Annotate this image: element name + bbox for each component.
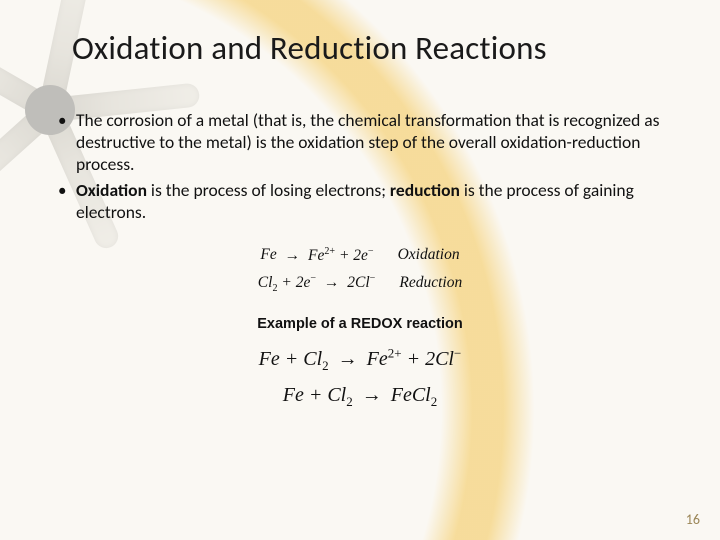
bullet-text: The corrosion of a metal (that is, the c… [76, 109, 659, 175]
arrow-icon: → [334, 348, 362, 370]
bullet-list: The corrosion of a metal (that is, the c… [48, 110, 672, 223]
arrow-icon: → [358, 384, 386, 406]
bullet-text: is the process of losing electrons; [147, 179, 390, 201]
slide-content: Oxidation and Reduction Reactions The co… [0, 0, 720, 410]
equation-block-large: Fe + Cl2 → Fe2+ + 2Cl− Fe + Cl2 → FeCl2 [48, 346, 672, 411]
equation-row: Cl2 + 2e− → 2Cl− Reduction [48, 273, 672, 294]
equation: Fe → Fe2+ + 2e− [260, 245, 373, 264]
equation: Cl2 + 2e− → 2Cl− [258, 273, 376, 294]
page-number: 16 [686, 511, 700, 528]
equation-row: Fe → Fe2+ + 2e− Oxidation [48, 245, 672, 264]
equation-row: Fe + Cl2 → FeCl2 [48, 384, 672, 410]
equation: Fe + Cl2 → Fe2+ + 2Cl− [259, 348, 462, 370]
arrow-icon: → [281, 247, 305, 264]
equation-caption: Example of a REDOX reaction [48, 316, 672, 332]
bullet-item: Oxidation is the process of losing elect… [48, 180, 672, 224]
slide-title: Oxidation and Reduction Reactions [72, 28, 672, 68]
bullet-item: The corrosion of a metal (that is, the c… [48, 110, 672, 176]
equation-label: Oxidation [398, 246, 460, 264]
arrow-icon: → [320, 274, 344, 291]
bold-term: reduction [390, 179, 460, 201]
equation-block-small: Fe → Fe2+ + 2e− Oxidation Cl2 + 2e− → 2C… [48, 245, 672, 293]
equation-label: Reduction [399, 274, 462, 292]
equation-row: Fe + Cl2 → Fe2+ + 2Cl− [48, 346, 672, 375]
equation: Fe + Cl2 → FeCl2 [283, 384, 438, 406]
bold-term: Oxidation [76, 179, 147, 201]
